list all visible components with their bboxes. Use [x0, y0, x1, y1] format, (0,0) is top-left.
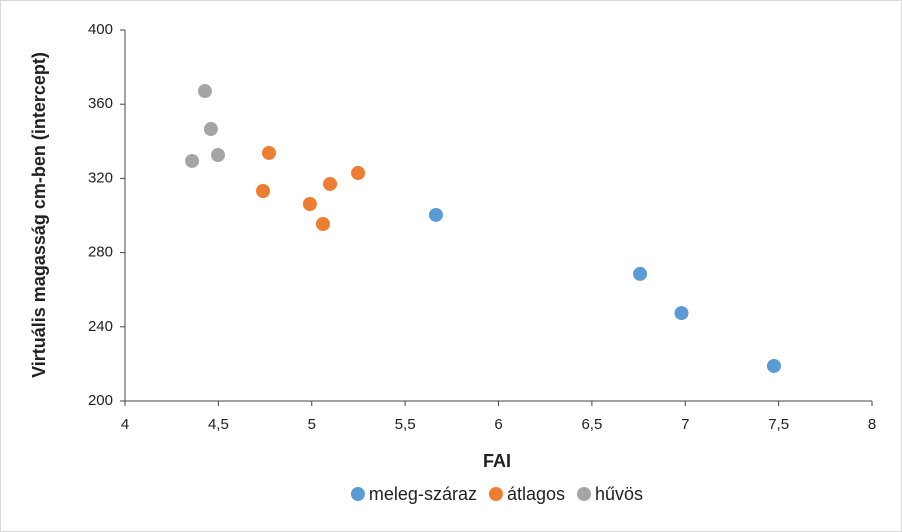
legend-label: átlagos	[507, 484, 565, 504]
x-tick-label: 6	[494, 416, 502, 433]
y-tick-label: 240	[88, 318, 113, 335]
legend-marker	[577, 487, 592, 501]
point	[261, 145, 276, 160]
point	[211, 148, 226, 163]
point	[185, 153, 200, 168]
point	[256, 184, 271, 199]
y-tick-label: 360	[88, 95, 113, 112]
x-tick-label: 7,5	[768, 416, 789, 433]
legend-marker	[350, 487, 365, 501]
legend-marker	[488, 487, 503, 501]
x-tick-label: 7	[681, 416, 689, 433]
y-tick-label: 280	[88, 244, 113, 261]
point	[323, 176, 338, 191]
point	[633, 266, 648, 281]
legend-label: meleg-száraz	[369, 484, 477, 504]
x-tick-label: 6,5	[581, 416, 602, 433]
point	[766, 358, 781, 373]
x-tick-label: 5,5	[395, 416, 416, 433]
x-tick-label: 8	[868, 416, 876, 433]
point	[428, 207, 443, 222]
x-axis-title: FAI	[483, 451, 511, 471]
x-tick-label: 4	[121, 416, 129, 433]
point	[351, 166, 366, 181]
x-tick-label: 5	[308, 416, 316, 433]
point	[203, 122, 218, 137]
y-axis-title: Virtuális magasság cm-ben (intercept)	[29, 52, 49, 378]
y-tick-label: 400	[88, 21, 113, 38]
point	[302, 196, 317, 211]
legend-label: hűvös	[595, 484, 643, 504]
y-tick-label: 320	[88, 169, 113, 186]
x-tick-label: 4,5	[208, 416, 229, 433]
point	[197, 84, 212, 99]
point	[674, 306, 689, 321]
y-tick-label: 200	[88, 392, 113, 409]
point	[315, 217, 330, 232]
